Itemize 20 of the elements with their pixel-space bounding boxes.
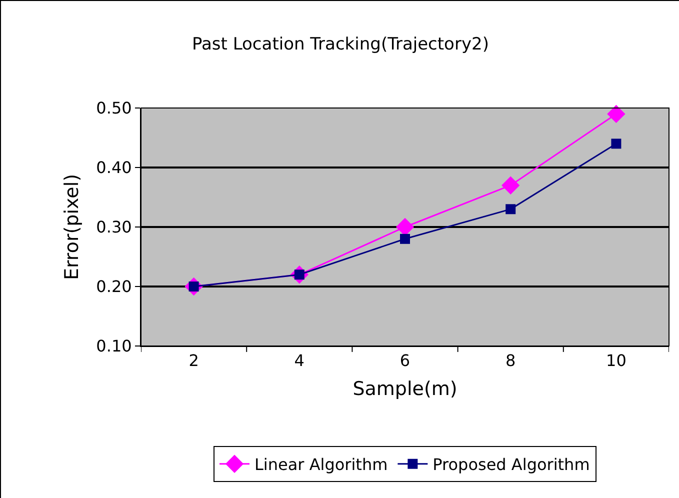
- y-tick-label: 0.40: [96, 158, 132, 178]
- legend-label: Proposed Algorithm: [432, 455, 590, 474]
- x-tick-label: 8: [506, 351, 516, 370]
- y-tick-label: 0.20: [96, 277, 132, 296]
- point: [502, 176, 520, 194]
- x-tick-label: 6: [400, 351, 410, 370]
- point: [607, 104, 626, 124]
- x-tick-label: 2: [188, 351, 199, 370]
- y-tick-label: 0.10: [96, 336, 132, 356]
- legend-label: Linear Algorithm: [254, 455, 388, 474]
- y-axis-title: Error(pixel): [61, 174, 84, 280]
- x-tick-label: 4: [294, 351, 304, 370]
- x-tick-label: 10: [606, 351, 626, 370]
- y-tick-label: 0.30: [96, 218, 132, 237]
- y-tick-label: 0.50: [96, 98, 132, 118]
- x-axis-title: Sample(m): [352, 378, 458, 400]
- chart-title: Past Location Tracking(Trajectory2): [192, 34, 489, 54]
- point: [611, 138, 622, 149]
- point: [400, 234, 410, 244]
- point: [506, 204, 516, 214]
